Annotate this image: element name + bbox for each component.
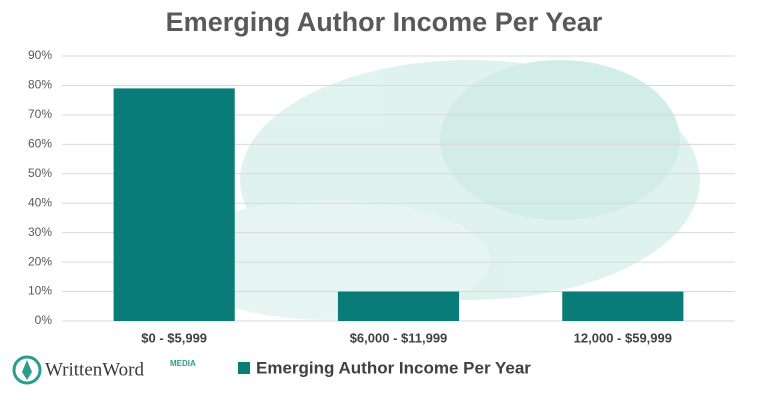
y-tick-label: 80%	[28, 78, 52, 92]
y-tick-label: 70%	[28, 107, 52, 121]
y-tick-label: 30%	[28, 225, 52, 239]
logo-tag: MEDIA	[170, 359, 196, 368]
y-tick-label: 60%	[28, 137, 52, 151]
x-tick-label: 12,000 - $59,999	[574, 330, 672, 345]
bar	[113, 88, 235, 321]
bar	[562, 291, 684, 321]
logo-pen	[22, 360, 32, 380]
x-tick-label: $0 - $5,999	[141, 330, 207, 345]
y-tick-label: 90%	[28, 48, 52, 62]
legend-swatch	[238, 362, 250, 374]
legend-label: Emerging Author Income Per Year	[256, 358, 531, 377]
logo-icon	[12, 355, 42, 385]
watercolor-background	[170, 60, 700, 320]
y-tick-label: 10%	[28, 284, 52, 298]
chart-title: Emerging Author Income Per Year	[166, 7, 603, 37]
logo-name: WrittenWord	[45, 359, 145, 380]
y-tick-label: 20%	[28, 254, 52, 268]
x-tick-label: $6,000 - $11,999	[350, 330, 448, 345]
bar	[337, 291, 460, 321]
y-tick-label: 40%	[28, 195, 52, 209]
y-tick-label: 0%	[35, 313, 53, 327]
y-tick-label: 50%	[28, 166, 52, 180]
logo: WrittenWord MEDIA	[12, 355, 196, 385]
